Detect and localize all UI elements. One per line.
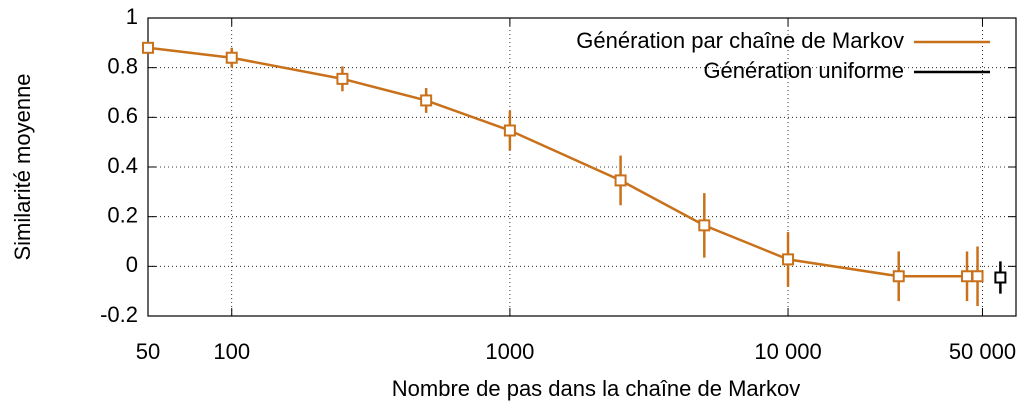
data-point (225, 51, 238, 64)
data-point (994, 271, 1007, 284)
y-tick-label: 0.8 (107, 53, 138, 78)
x-tick-label: 50 000 (949, 339, 1016, 364)
x-tick-label: 100 (213, 339, 250, 364)
x-tick-label: 50 (136, 339, 160, 364)
data-point (420, 94, 433, 107)
x-tick-label: 1000 (485, 339, 534, 364)
data-point (336, 72, 349, 85)
y-axis-label: Similarité moyenne (10, 73, 35, 260)
plot-frame (147, 17, 1017, 317)
legend-label: Génération par chaîne de Markov (576, 28, 904, 53)
y-tick-label: 0.2 (107, 202, 138, 227)
data-point (142, 41, 154, 54)
legend-label: Génération uniforme (703, 58, 904, 83)
data-point (698, 219, 711, 232)
y-tick-label: 0.6 (107, 103, 138, 128)
data-point (614, 174, 627, 187)
y-tick-label: 0.4 (107, 153, 138, 178)
data-point (892, 270, 905, 283)
data-point (782, 253, 795, 266)
y-tick-label: -0.2 (100, 302, 138, 327)
data-point (971, 270, 984, 283)
y-tick-label: 0 (126, 252, 138, 277)
y-tick-label: 1 (126, 4, 138, 29)
x-tick-label: 10 000 (754, 339, 821, 364)
data-point (503, 124, 516, 137)
x-axis-label: Nombre de pas dans la chaîne de Markov (392, 376, 800, 401)
data-point (961, 270, 974, 283)
